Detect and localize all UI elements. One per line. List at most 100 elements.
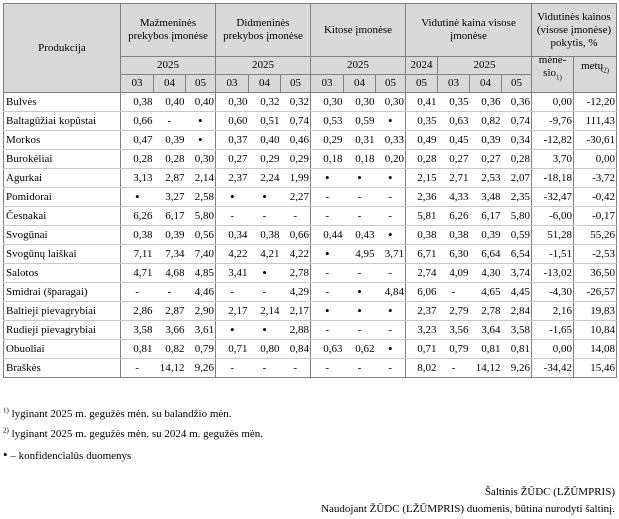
table-cell: 2,35 xyxy=(501,187,532,207)
table-cell: 6,17 xyxy=(469,206,502,226)
header-average: Vidutinė kaina visose įmonėse xyxy=(405,3,533,57)
table-cell: • xyxy=(185,130,216,150)
table-row: Salotos 4,71 4,68 4,85 3,41 • 2,78- - -2,74 4,09 4… xyxy=(3,263,618,283)
table-cell: 2,16 xyxy=(531,301,574,321)
month-header: 03 xyxy=(215,74,249,93)
footnote-confidential: • – konfidencialūs duomenys xyxy=(3,447,132,462)
table-cell: 0,56 xyxy=(185,225,216,245)
table-cell: - xyxy=(343,206,376,226)
table-cell: - xyxy=(280,358,311,378)
table-cell: - xyxy=(375,206,406,226)
table-cell: 4,21 xyxy=(248,244,281,264)
table-cell: 2,58 xyxy=(185,187,216,207)
table-cell: 1,99 xyxy=(280,168,311,188)
product-name: Agurkai xyxy=(3,168,121,188)
product-name: Morkos xyxy=(3,130,121,150)
table-cell: 4,33 xyxy=(437,187,470,207)
month-header: 05 xyxy=(375,74,407,93)
table-cell: - xyxy=(153,111,186,131)
table-cell: 0,44 xyxy=(310,225,344,245)
table-cell: -12,20 xyxy=(573,92,618,112)
table-cell: 0,79 xyxy=(185,339,216,359)
table-cell: 5,80 xyxy=(185,206,216,226)
table-cell: 6,26 xyxy=(437,206,470,226)
table-cell: 4,71 xyxy=(120,263,154,283)
table-cell: • xyxy=(375,168,406,188)
table-cell: 14,12 xyxy=(469,358,502,378)
table-cell: 0,60 xyxy=(215,111,249,131)
table-cell: • xyxy=(375,301,406,321)
table-cell: - xyxy=(120,282,154,302)
table-cell: 4,68 xyxy=(153,263,186,283)
table-cell: - xyxy=(343,263,376,283)
table-cell: • xyxy=(248,320,281,340)
table-cell: 4,22 xyxy=(280,244,311,264)
table-cell: 51,28 xyxy=(531,225,574,245)
year-average: 2025 xyxy=(437,56,533,75)
table-cell: 0,30 xyxy=(185,149,216,169)
year-average-prev: 2024 xyxy=(405,56,439,75)
table-cell: 0,79 xyxy=(437,339,470,359)
table-row: Morkos 0,47 0,39 • 0,37 0,40 0,46 0,29 0,31 0,33 0… xyxy=(3,130,618,150)
table-cell: • xyxy=(375,339,406,359)
table-cell: - xyxy=(310,358,344,378)
table-cell: 0,38 xyxy=(120,225,154,245)
table-cell: 0,45 xyxy=(437,130,470,150)
table-cell: 2,36 xyxy=(405,187,438,207)
table-cell: - xyxy=(153,282,186,302)
table-cell: 0,00 xyxy=(573,149,618,169)
product-name: Braškės xyxy=(3,358,121,378)
table-cell: 0,34 xyxy=(501,130,532,150)
table-cell: 0,30 xyxy=(215,92,249,112)
table-cell: 0,40 xyxy=(153,92,186,112)
table-cell: 2,53 xyxy=(469,168,502,188)
table-cell: -1,65 xyxy=(531,320,574,340)
table-cell: 0,28 xyxy=(405,149,438,169)
table-cell: 0,27 xyxy=(469,149,502,169)
table-cell: -4,30 xyxy=(531,282,574,302)
table-cell: 2,74 xyxy=(405,263,438,283)
table-cell: 2,86 xyxy=(120,301,154,321)
table-cell: 0,35 xyxy=(405,111,438,131)
table-cell: • xyxy=(185,111,216,131)
table-cell: 0,32 xyxy=(248,92,281,112)
table-cell: 2,15 xyxy=(405,168,438,188)
table-cell: - xyxy=(310,282,344,302)
product-name: Baltieji pievagrybiai xyxy=(3,301,121,321)
table-cell: 2,24 xyxy=(248,168,281,188)
table-cell: 0,27 xyxy=(437,149,470,169)
table-cell: 2,84 xyxy=(501,301,532,321)
header-wholesale: Didmeninės prekybos įmonėse xyxy=(214,3,312,57)
table-cell: • xyxy=(375,111,406,131)
header-retail: Mažmeninės prekybos įmonėse xyxy=(120,3,216,57)
year-wholesale: 2025 xyxy=(214,56,312,75)
table-cell: 3,74 xyxy=(501,263,532,283)
footnote-1: 1) lyginant 2025 m. gegužės mėn. su bala… xyxy=(3,406,232,420)
year-other: 2025 xyxy=(310,56,407,75)
table-cell: 2,71 xyxy=(437,168,470,188)
table-cell: • xyxy=(120,187,154,207)
table-cell: 3,70 xyxy=(531,149,574,169)
table-cell: - xyxy=(343,320,376,340)
table-cell: -0,42 xyxy=(573,187,618,207)
table-cell: 0,82 xyxy=(469,111,502,131)
table-cell: 3,64 xyxy=(469,320,502,340)
table-cell: 0,63 xyxy=(310,339,344,359)
table-cell: • xyxy=(248,263,281,283)
table-cell: - xyxy=(120,358,154,378)
table-cell: 0,29 xyxy=(280,149,311,169)
header-other: Kitose įmonėse xyxy=(310,3,407,57)
table-cell: 0,41 xyxy=(405,92,438,112)
table-row: Baltieji pievagrybiai 2,86 2,87 2,90 2,17 2,1… xyxy=(3,301,618,321)
table-cell: 0,37 xyxy=(215,130,249,150)
table-row: Česnakai 6,26 6,17 5,80- - - - - -5,81 6,26 6,17 5,… xyxy=(3,206,618,226)
table-cell: 7,34 xyxy=(153,244,186,264)
table-cell: 0,49 xyxy=(405,130,438,150)
table-cell: 2,14 xyxy=(248,301,281,321)
table-cell: 0,32 xyxy=(280,92,311,112)
table-cell: 6,06 xyxy=(405,282,438,302)
table-cell: 6,54 xyxy=(501,244,532,264)
table-cell: 19,83 xyxy=(573,301,618,321)
table-cell: 14,12 xyxy=(153,358,186,378)
table-cell: • xyxy=(310,301,344,321)
